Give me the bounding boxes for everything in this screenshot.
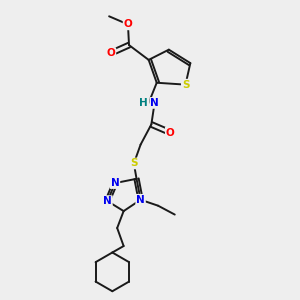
- Text: S: S: [130, 158, 138, 169]
- Text: N: N: [150, 98, 159, 108]
- Text: O: O: [124, 20, 132, 29]
- Text: S: S: [182, 80, 189, 90]
- Text: O: O: [106, 48, 116, 58]
- Text: H: H: [140, 98, 148, 108]
- Text: N: N: [111, 178, 119, 188]
- Text: N: N: [103, 196, 112, 206]
- Text: O: O: [166, 128, 175, 137]
- Text: N: N: [136, 195, 145, 205]
